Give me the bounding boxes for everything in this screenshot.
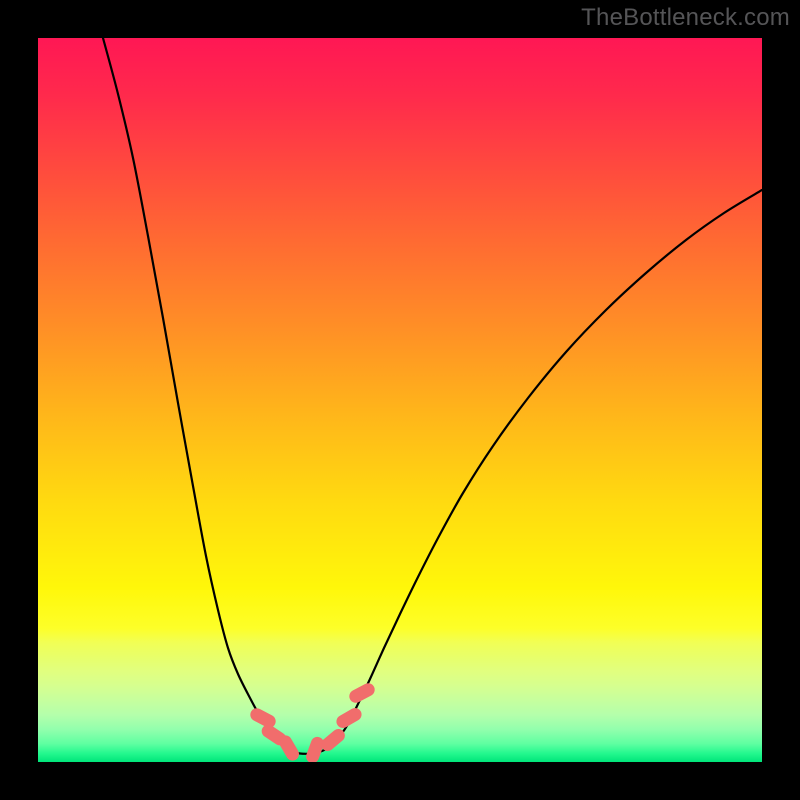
curve-marker [249, 707, 278, 730]
bottleneck-curve [38, 38, 762, 762]
curve-marker [305, 736, 325, 762]
curve-marker [277, 734, 300, 762]
curve-marker [319, 727, 347, 753]
curve-marker [348, 682, 377, 705]
plot-area [38, 38, 762, 762]
watermark-text: TheBottleneck.com [581, 4, 790, 32]
outer-frame: TheBottleneck.com [0, 0, 800, 800]
curve-marker [335, 706, 364, 729]
